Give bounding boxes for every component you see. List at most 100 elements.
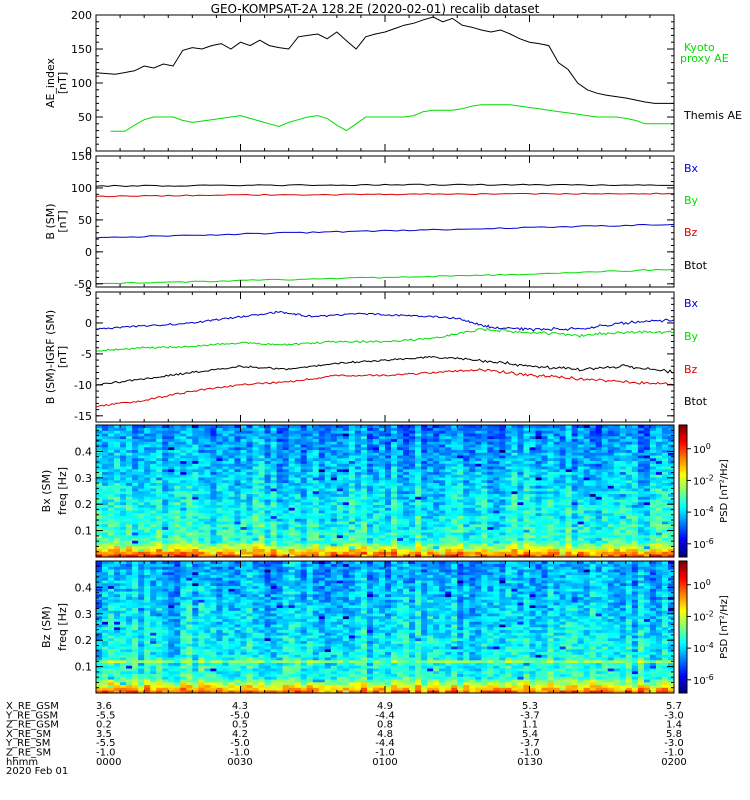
spectrogram-cell: [174, 471, 181, 475]
panel-frame: [95, 14, 675, 152]
spectrogram-cell: [138, 499, 145, 503]
spectrogram-cell: [451, 543, 458, 547]
spectrogram-cell: [655, 504, 663, 508]
spectrogram-cell: [661, 554, 669, 558]
spectrogram-cell: [649, 425, 657, 429]
spectrogram-cell: [469, 427, 476, 431]
spectrogram-cell: [312, 477, 320, 481]
spectrogram-cell: [499, 546, 506, 550]
spectrogram-cell: [469, 436, 476, 440]
spectrogram-cell: [114, 524, 121, 528]
spectrogram-cell: [637, 436, 645, 440]
spectrogram-cell: [499, 430, 506, 434]
spectrogram-cell: [306, 499, 314, 503]
spectrogram-cell: [625, 458, 633, 462]
spectrogram-cell: [372, 430, 380, 434]
spectrogram-cell: [294, 480, 302, 484]
spectrogram-cell: [607, 515, 615, 519]
spectrogram-cell: [132, 441, 139, 445]
spectrogram-cell: [216, 548, 223, 552]
spectrogram-cell: [270, 524, 277, 528]
spectrogram-cell: [481, 493, 488, 497]
spectrogram-cell: [649, 493, 657, 497]
spectrogram-cell: [342, 466, 350, 470]
spectrogram-cell: [144, 471, 151, 475]
spectrogram-cell: [439, 524, 446, 528]
spectrogram-cell: [487, 502, 494, 506]
spectrogram-cell: [354, 452, 362, 456]
spectrogram-cell: [126, 526, 133, 530]
spectrogram-cell: [288, 482, 295, 486]
spectrogram-cell: [96, 546, 103, 550]
spectrogram-cell: [559, 474, 566, 478]
spectrogram-cell: [385, 458, 392, 462]
spectrogram-cell: [150, 548, 157, 552]
spectrogram-cell: [493, 515, 500, 519]
spectrogram-cell: [565, 551, 572, 555]
spectrogram-cell: [607, 438, 615, 442]
spectrogram-cell: [102, 425, 109, 429]
spectrogram-cell: [643, 526, 651, 530]
spectrogram-cell: [583, 460, 591, 464]
spectrogram-cell: [204, 430, 211, 434]
spectrogram-cell: [391, 441, 398, 445]
spectrogram-cell: [661, 433, 669, 437]
spectrogram-cell: [601, 447, 609, 451]
spectrogram-cell: [264, 444, 271, 448]
spectrogram-cell: [348, 433, 356, 437]
spectrogram-cell: [354, 502, 362, 506]
spectrogram-cell: [228, 546, 235, 550]
spectrogram-cell: [541, 458, 548, 462]
spectrogram-cell: [661, 458, 669, 462]
spectrogram-cell: [577, 460, 584, 464]
spectrogram-cell: [348, 524, 356, 528]
spectrogram-cell: [366, 515, 374, 519]
spectrogram-cell: [102, 529, 109, 533]
spectrogram-cell: [577, 540, 584, 544]
spectrogram-cell: [264, 540, 271, 544]
spectrogram-cell: [475, 554, 482, 558]
spectrogram-cell: [102, 471, 109, 475]
spectrogram-cell: [330, 427, 338, 431]
spectrogram-cell: [433, 433, 440, 437]
spectrogram-cell: [565, 471, 572, 475]
spectrogram-cell: [318, 427, 326, 431]
spectrogram-cell: [102, 482, 109, 486]
spectrogram-cell: [138, 491, 145, 495]
spectrogram-cell: [445, 466, 452, 470]
spectrogram-cell: [288, 425, 295, 429]
spectrogram-cell: [348, 493, 356, 497]
spectrogram-cell: [547, 441, 554, 445]
spectrogram-cell: [637, 521, 645, 525]
spectrogram-cell: [529, 427, 536, 431]
spectrogram-cell: [403, 477, 410, 481]
spectrogram-cell: [661, 507, 669, 511]
spectrogram-cell: [342, 458, 350, 462]
spectrogram-cell: [547, 526, 554, 530]
spectrogram-cell: [451, 504, 458, 508]
spectrogram-cell: [409, 502, 416, 506]
spectrogram-cell: [451, 510, 458, 514]
spectrogram-cell: [529, 482, 536, 486]
spectrogram-cell: [475, 532, 482, 536]
spectrogram-cell: [336, 427, 344, 431]
spectrogram-cell: [360, 471, 368, 475]
spectrogram-cell: [583, 526, 591, 530]
spectrogram-cell: [234, 447, 241, 451]
spectrogram-cell: [637, 466, 645, 470]
spectrogram-cell: [385, 499, 392, 503]
spectrogram-cell: [547, 554, 554, 558]
spectrogram-cell: [475, 540, 482, 544]
spectrogram-cell: [102, 521, 109, 525]
spectrogram-cell: [138, 474, 145, 478]
spectrogram-cell: [186, 463, 193, 467]
spectrogram-cell: [240, 436, 247, 440]
spectrogram-cell: [559, 488, 566, 492]
spectrogram-cell: [156, 529, 163, 533]
spectrogram-cell: [439, 540, 446, 544]
spectrogram-cell: [463, 455, 470, 459]
spectrogram-cell: [463, 502, 470, 506]
spectrogram-cell: [577, 535, 584, 539]
spectrogram-cell: [240, 507, 247, 511]
spectrogram-cell: [463, 427, 470, 431]
